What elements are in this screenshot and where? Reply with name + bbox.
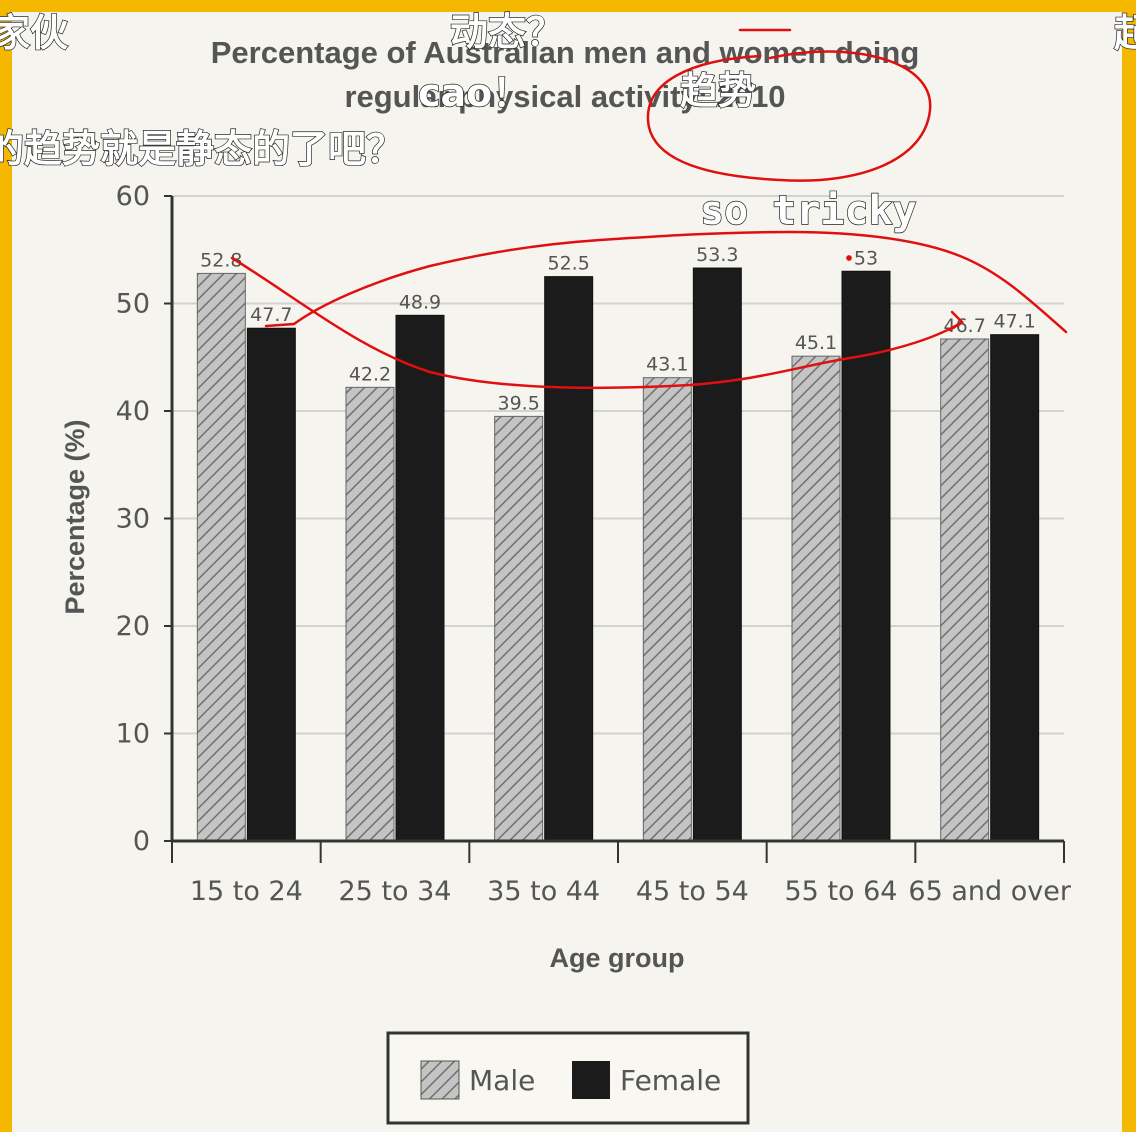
legend-label-female: Female <box>620 1064 721 1097</box>
data-label: 39.5 <box>498 392 540 414</box>
bar-male <box>345 386 395 842</box>
y-tick-label: 40 <box>116 396 150 427</box>
legend-label-male: Male <box>469 1064 535 1097</box>
legend: Male Female <box>386 1031 750 1125</box>
annotation-curve-male <box>230 256 964 390</box>
danmaku-comment-5: 的趋势就是静态的了吧？ <box>0 127 404 171</box>
x-tick-label: 55 to 64 <box>785 876 898 907</box>
x-tick-label: 65 and over <box>908 876 1071 907</box>
bar-female <box>692 267 742 842</box>
x-tick-label: 25 to 34 <box>339 876 452 907</box>
data-label: 47.7 <box>250 304 292 326</box>
data-label: 48.9 <box>399 291 441 313</box>
danmaku-comment-3: cao！ <box>418 71 530 115</box>
y-tick-label: 50 <box>116 289 150 320</box>
x-axis-ticks: 15 to 24 25 to 34 35 to 44 45 to 54 55 to 64… <box>171 841 1072 907</box>
data-label: 46.7 <box>944 315 986 337</box>
legend-swatch-male <box>420 1060 460 1100</box>
data-label: 47.1 <box>994 311 1036 333</box>
y-tick-label: 30 <box>116 504 150 535</box>
bar-male <box>494 415 544 842</box>
data-label: 43.1 <box>646 354 688 376</box>
y-tick-label: 0 <box>133 826 150 857</box>
data-label: 53 <box>854 247 878 269</box>
bar-female <box>990 334 1040 842</box>
danmaku-comment-7: 起 <box>1114 11 1136 55</box>
danmaku-comment-1: 家伙 <box>0 11 68 55</box>
y-axis-ticks: 0 10 20 30 40 50 60 <box>116 181 172 857</box>
data-labels: 52.8 47.7 42.2 48.9 39.5 52.5 43.1 53.3 45.1 53 46… <box>200 244 1036 414</box>
bar-male <box>642 377 692 842</box>
bar-male <box>196 272 246 842</box>
danmaku-overlay: 家伙 动态？ cao！ 趋势 的趋势就是静态的了吧？ so tricky 起 <box>0 9 1136 234</box>
legend-swatch-female <box>572 1061 610 1099</box>
data-label: 52.5 <box>548 253 590 275</box>
data-label: 53.3 <box>696 244 738 266</box>
gridlines <box>172 195 1064 735</box>
bar-female <box>395 314 445 842</box>
bar-female <box>841 270 891 842</box>
annotation-dot <box>846 255 852 261</box>
danmaku-comment-2: 动态？ <box>450 10 564 54</box>
danmaku-comment-4: 趋势 <box>680 69 756 113</box>
data-label: 42.2 <box>349 363 391 385</box>
x-tick-label: 35 to 44 <box>487 876 600 907</box>
bar-male <box>940 338 990 842</box>
x-tick-label: 15 to 24 <box>190 876 303 907</box>
y-axis-label: Percentage (%) <box>60 419 90 614</box>
bar-female <box>246 327 296 842</box>
x-tick-label: 45 to 54 <box>636 876 749 907</box>
y-tick-label: 10 <box>116 719 150 750</box>
bar-female <box>544 276 594 842</box>
annotation-arrowhead <box>948 310 964 332</box>
data-label: 45.1 <box>795 332 837 354</box>
red-annotations <box>230 28 1068 390</box>
annotation-ellipse-trend <box>646 50 932 182</box>
danmaku-comment-6: so tricky <box>700 188 917 234</box>
x-axis-label: Age group <box>550 943 685 973</box>
chart-title-line-2: regular physical activity: 2010 <box>344 79 785 114</box>
annotation-curve-female <box>264 230 1068 334</box>
bars <box>196 267 1040 842</box>
data-label: 52.8 <box>200 249 242 271</box>
y-tick-label: 60 <box>116 181 150 212</box>
bar-male <box>791 355 841 842</box>
y-tick-label: 20 <box>116 611 150 642</box>
